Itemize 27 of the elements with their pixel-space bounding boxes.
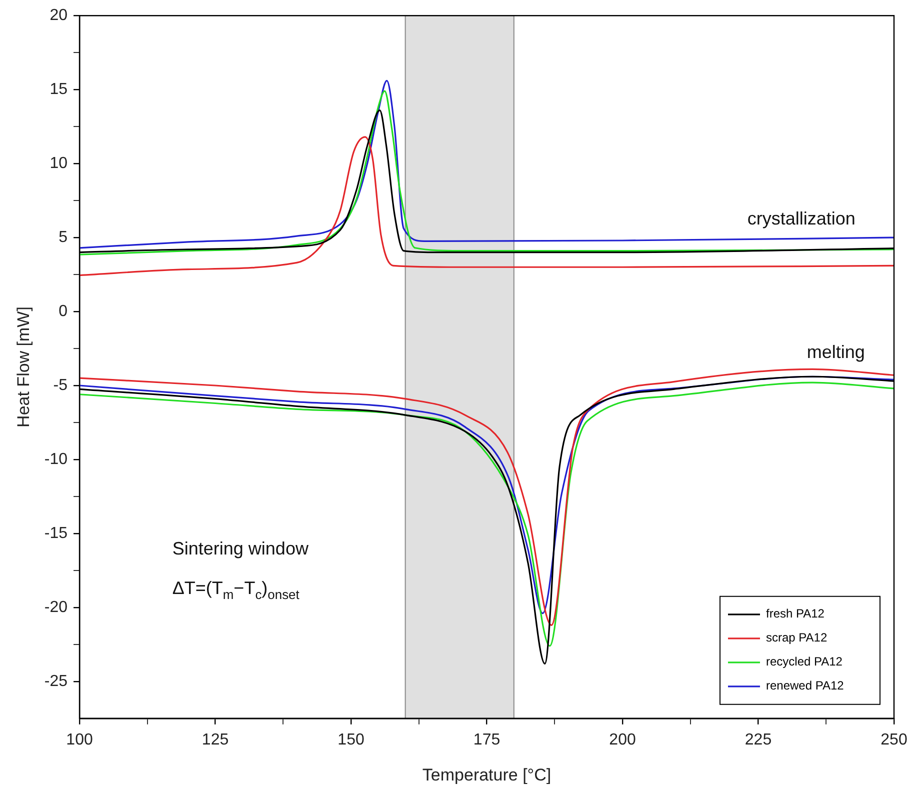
legend-label: recycled PA12 (766, 654, 843, 669)
line-series (80, 136, 894, 276)
legend-label: fresh PA12 (766, 606, 825, 621)
y-tick-label: 15 (50, 80, 68, 98)
legend-label: scrap PA12 (766, 630, 828, 645)
y-tick-label: 10 (50, 154, 68, 172)
y-tick-label: -5 (53, 376, 68, 394)
y-tick-label: -10 (44, 450, 68, 468)
y-tick-label: 20 (50, 7, 68, 24)
x-tick-label: 150 (338, 731, 364, 748)
y-tick-label: -20 (44, 598, 68, 616)
y-tick-label: 5 (58, 228, 68, 246)
y-tick-label: -25 (44, 672, 68, 690)
x-tick-label: 175 (473, 731, 500, 748)
y-tick-label: 0 (58, 302, 68, 320)
x-tick-label: 125 (202, 731, 229, 748)
legend-label: renewed PA12 (766, 678, 844, 693)
x-tick-label: 200 (609, 731, 636, 748)
annotation: melting (806, 342, 865, 362)
annotation: crystallization (747, 208, 856, 228)
x-axis-title: Temperature [°C] (422, 765, 552, 784)
y-tick-label: -15 (44, 524, 68, 542)
x-tick-label: 225 (744, 731, 772, 748)
x-tick-label: 250 (880, 731, 908, 748)
y-axis-title: Heat Flow [mW] (14, 306, 33, 428)
x-tick-label: 100 (66, 731, 93, 748)
annotation: Sintering window (172, 538, 310, 559)
